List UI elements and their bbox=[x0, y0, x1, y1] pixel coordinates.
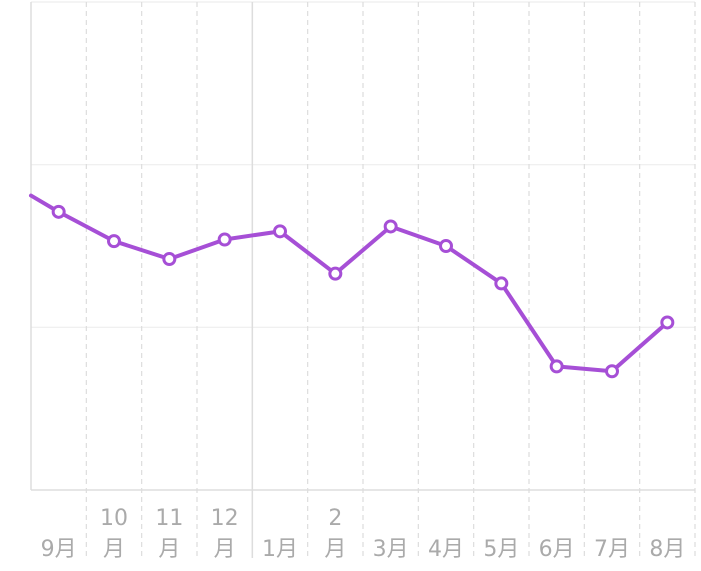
x-tick-label: 6月 bbox=[539, 537, 575, 562]
x-tick-label: 月 bbox=[214, 537, 236, 562]
x-tick-label: 4月 bbox=[428, 537, 464, 562]
x-tick-label: 3月 bbox=[373, 537, 409, 562]
x-tick-label: 2 bbox=[328, 506, 342, 531]
x-tick-labels: 9月 10 月 11 月 12 月 1月 2 月 3月 4月 5月 6月 7月 8月 bbox=[41, 506, 686, 562]
data-point bbox=[605, 364, 619, 379]
data-point bbox=[328, 266, 343, 281]
x-tick-label: 7月 bbox=[594, 537, 630, 562]
x-tick-label: 12 bbox=[211, 506, 239, 531]
series-line bbox=[29, 193, 670, 374]
data-point bbox=[494, 276, 509, 291]
data-point bbox=[273, 224, 287, 239]
data-point bbox=[549, 359, 564, 374]
data-point bbox=[383, 219, 398, 234]
x-tick-label: 月 bbox=[103, 537, 125, 562]
data-point bbox=[51, 204, 66, 219]
series-layer bbox=[29, 193, 675, 379]
data-point bbox=[162, 252, 177, 267]
x-tick-label: 10 bbox=[100, 506, 128, 531]
x-tick-label: 1月 bbox=[262, 537, 298, 562]
x-tick-label: 月 bbox=[324, 537, 346, 562]
x-tick-label: 11 bbox=[155, 506, 183, 531]
x-tick-label: 9月 bbox=[41, 537, 77, 562]
x-tick-label: 5月 bbox=[483, 537, 519, 562]
data-point bbox=[439, 239, 453, 253]
data-point bbox=[660, 315, 675, 330]
x-tick-label: 8月 bbox=[649, 537, 685, 562]
data-point bbox=[107, 234, 121, 249]
data-point bbox=[217, 232, 232, 247]
grid-layer bbox=[31, 1, 696, 558]
axis-layer bbox=[30, 2, 695, 491]
x-tick-label: 月 bbox=[158, 537, 180, 562]
